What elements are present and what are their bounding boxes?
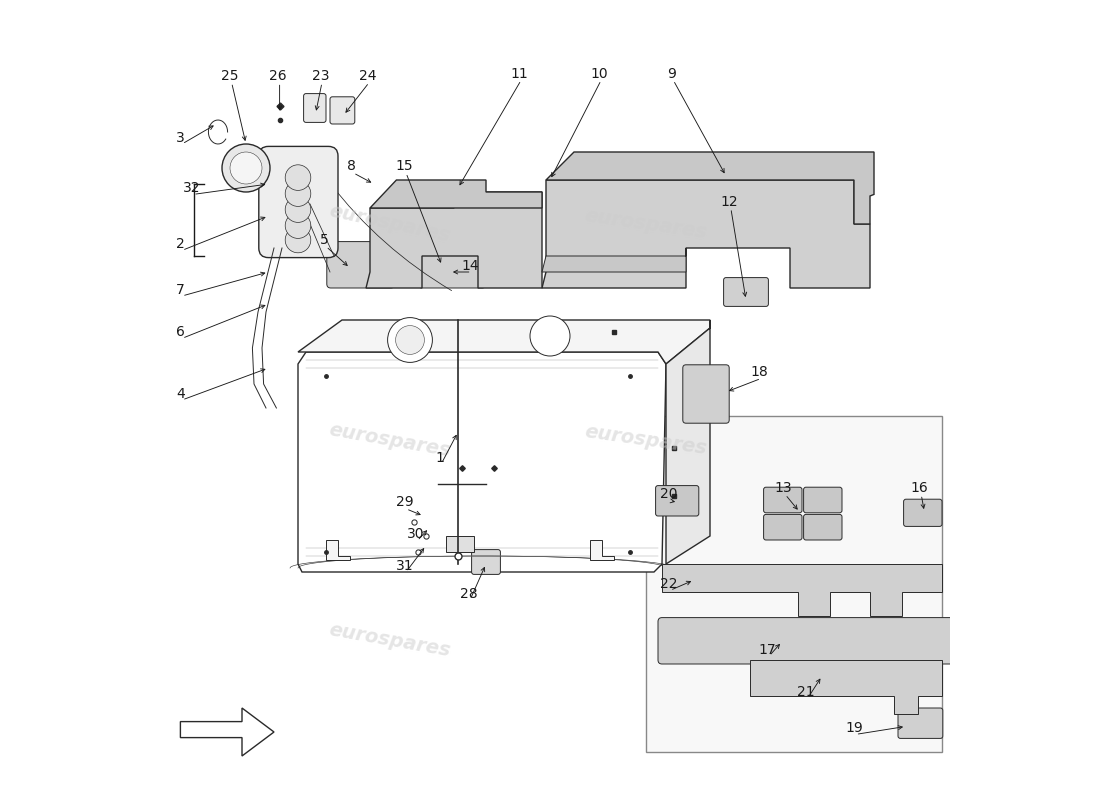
Polygon shape [542, 180, 870, 288]
Text: 19: 19 [845, 721, 862, 735]
Text: eurospares: eurospares [328, 202, 452, 246]
FancyBboxPatch shape [763, 514, 802, 540]
Text: 6: 6 [176, 325, 185, 339]
FancyBboxPatch shape [903, 499, 942, 526]
Polygon shape [662, 564, 942, 616]
FancyBboxPatch shape [898, 708, 943, 738]
Text: 24: 24 [359, 69, 376, 83]
Text: eurospares: eurospares [584, 206, 708, 242]
Text: 8: 8 [348, 159, 356, 174]
Text: eurospares: eurospares [328, 420, 452, 460]
Text: 12: 12 [720, 194, 738, 209]
Circle shape [285, 165, 311, 190]
Text: 3: 3 [176, 130, 185, 145]
Text: 21: 21 [798, 685, 815, 699]
FancyBboxPatch shape [763, 487, 802, 513]
Polygon shape [298, 352, 666, 572]
Text: 2: 2 [176, 237, 185, 251]
Text: 29: 29 [396, 495, 414, 510]
FancyBboxPatch shape [804, 514, 842, 540]
Circle shape [530, 316, 570, 356]
Polygon shape [298, 320, 710, 364]
Text: 30: 30 [407, 527, 425, 542]
FancyBboxPatch shape [724, 278, 769, 306]
FancyBboxPatch shape [472, 550, 500, 574]
Text: 17: 17 [759, 642, 777, 657]
Polygon shape [446, 536, 474, 552]
Text: eurospares: eurospares [584, 422, 708, 458]
Text: 18: 18 [750, 365, 769, 379]
Text: 15: 15 [396, 159, 414, 174]
Polygon shape [326, 540, 350, 560]
Text: 10: 10 [591, 66, 608, 81]
Polygon shape [590, 540, 614, 560]
FancyBboxPatch shape [304, 94, 326, 122]
Circle shape [230, 152, 262, 184]
Text: 26: 26 [270, 69, 287, 83]
Text: 16: 16 [911, 481, 928, 495]
Text: 13: 13 [774, 481, 792, 495]
Circle shape [285, 181, 311, 206]
FancyBboxPatch shape [330, 97, 355, 124]
Text: 23: 23 [311, 69, 329, 83]
Circle shape [285, 213, 311, 238]
FancyBboxPatch shape [656, 486, 699, 516]
Circle shape [285, 227, 311, 253]
Polygon shape [546, 152, 874, 224]
Polygon shape [366, 192, 542, 288]
FancyBboxPatch shape [658, 618, 954, 664]
Bar [646, 416, 942, 752]
Text: 1: 1 [436, 450, 444, 465]
Circle shape [396, 326, 425, 354]
Text: 31: 31 [396, 558, 414, 573]
Text: eurospares: eurospares [328, 620, 452, 660]
Text: 11: 11 [510, 66, 528, 81]
Text: 4: 4 [176, 386, 185, 401]
Text: 9: 9 [668, 66, 676, 81]
Text: 7: 7 [176, 282, 185, 297]
Text: 20: 20 [660, 487, 678, 502]
FancyBboxPatch shape [804, 487, 842, 513]
Text: 14: 14 [461, 258, 478, 273]
FancyBboxPatch shape [258, 146, 338, 258]
Text: 25: 25 [221, 69, 239, 83]
Polygon shape [666, 320, 710, 564]
Polygon shape [750, 660, 942, 714]
Polygon shape [370, 180, 542, 208]
Polygon shape [542, 248, 686, 272]
FancyBboxPatch shape [418, 242, 486, 288]
Polygon shape [180, 708, 274, 756]
Circle shape [285, 197, 311, 222]
FancyBboxPatch shape [327, 242, 395, 288]
Circle shape [222, 144, 270, 192]
Text: 28: 28 [460, 586, 477, 601]
Text: 22: 22 [660, 577, 678, 591]
FancyBboxPatch shape [683, 365, 729, 423]
Text: 5: 5 [320, 233, 329, 247]
Text: 32: 32 [183, 181, 200, 195]
Circle shape [387, 318, 432, 362]
